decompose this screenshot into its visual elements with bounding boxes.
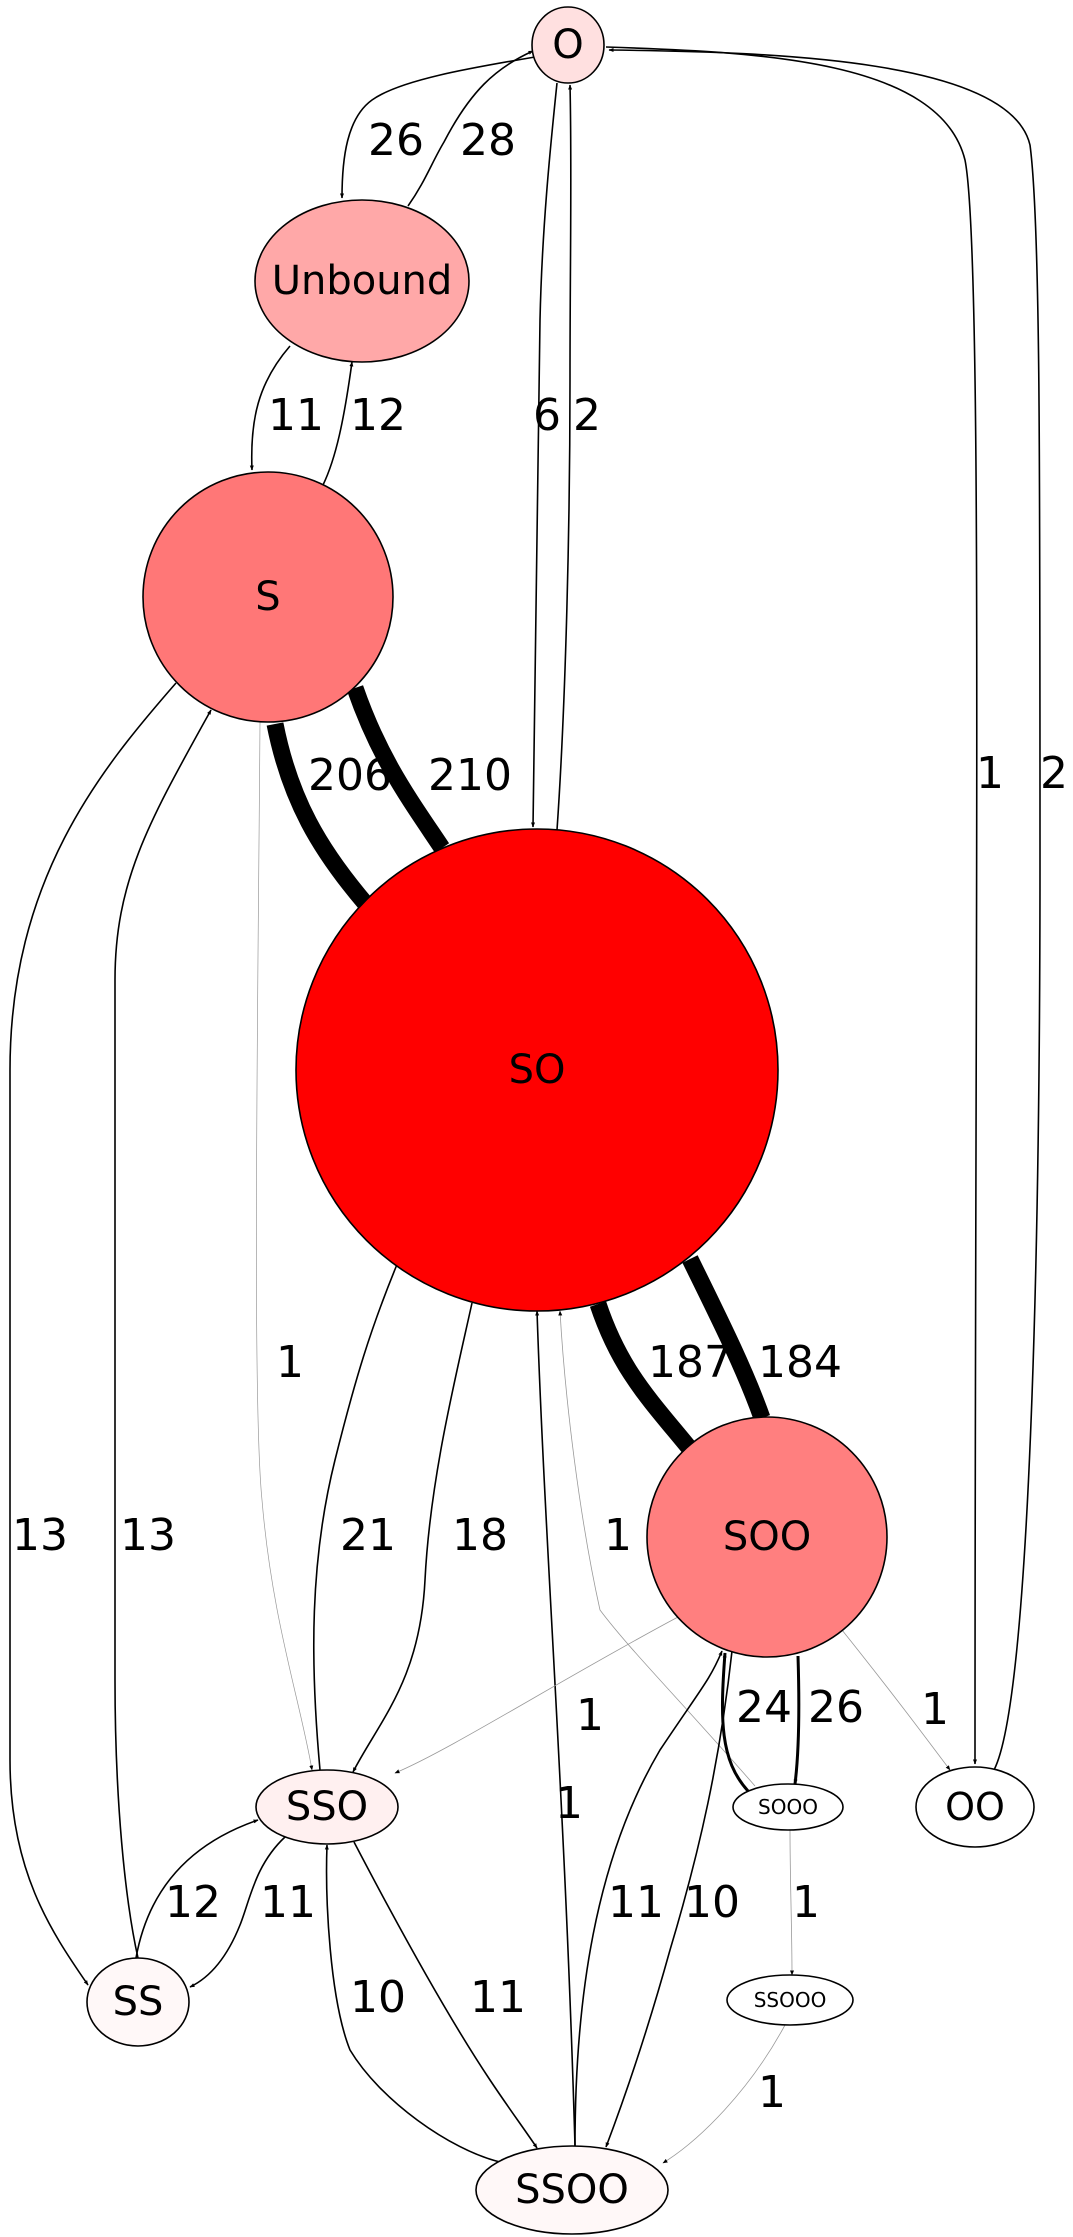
node-sooo: SOOO (732, 1783, 844, 1831)
node-label-soo: SOO (723, 1514, 811, 1560)
edge-ssoo-to-soo (574, 1650, 723, 2147)
node-shape-ssooo (726, 1974, 854, 2026)
edge-label-oo-to-o: 2 (1040, 748, 1068, 799)
edge-unbound-to-s (249, 345, 291, 471)
edge-label-sooo-to-ssooo: 1 (792, 1877, 820, 1928)
edge-soo-to-sso (394, 1616, 679, 1774)
edge-ssoo-to-sso (324, 1844, 501, 2163)
node-sso: SSO (255, 1769, 399, 1845)
node-label-so: SO (509, 1047, 566, 1093)
edge-label-o-to-so: 6 (533, 390, 561, 441)
node-label-o: O (552, 22, 583, 68)
node-shape-sso (255, 1769, 399, 1845)
edge-label-soo-to-oo: 1 (921, 1684, 949, 1735)
node-label-ssooo: SSOOO (754, 1988, 827, 2012)
edge-s-to-sso (256, 721, 314, 1771)
edge-label-s-to-so: 206 (308, 750, 392, 801)
edge-s-to-unbound (322, 361, 354, 486)
edge-so-to-sso (352, 1302, 473, 1773)
node-soo: SOO (646, 1416, 888, 1658)
edge-unbound-to-o (407, 50, 534, 207)
node-shape-so (295, 828, 779, 1312)
edge-soo-to-sooo (793, 1655, 801, 1785)
edge-label-sso-to-so: 21 (340, 1510, 396, 1561)
edge-sooo-to-soo (720, 1652, 750, 1793)
node-label-ssoo: SSOO (515, 2167, 629, 2213)
edge-ssooo-to-ssoo (662, 2024, 786, 2164)
edge-sooo-to-ssooo (789, 1829, 794, 1976)
node-shape-s (142, 471, 394, 723)
edge-so-to-s (346, 685, 450, 853)
edge-soo-to-ssoo (605, 1650, 733, 2148)
node-shape-oo (915, 1766, 1035, 1848)
node-label-oo: OO (945, 1785, 1005, 1829)
edge-label-soo-to-sso: 1 (576, 1690, 604, 1741)
edge-label-o-to-unbound: 26 (368, 115, 424, 166)
edge-label-s-to-unbound: 12 (350, 390, 406, 441)
node-label-sso: SSO (286, 1784, 368, 1830)
node-oo: OO (915, 1766, 1035, 1848)
edge-label-sso-to-ssoo: 11 (470, 1972, 526, 2023)
edge-ss-to-s (114, 709, 212, 1959)
edge-o-to-unbound (340, 56, 536, 199)
edge-label-so-to-soo: 187 (648, 1337, 732, 1388)
edges-layer (9, 46, 1041, 2164)
edge-label-s-to-sso: 1 (276, 1337, 304, 1388)
edge-label-sooo-to-so: 1 (604, 1510, 632, 1561)
node-label-ss: SS (113, 1979, 164, 2025)
node-shape-ssoo (475, 2145, 669, 2235)
node-shape-soo (646, 1416, 888, 1658)
edge-label-soo-to-ssoo: 10 (684, 1877, 740, 1928)
edge-label-o-to-oo: 1 (976, 748, 1004, 799)
edge-label-soo-to-so: 184 (758, 1337, 842, 1388)
edge-so-to-o (556, 84, 573, 831)
edge-oo-to-o (608, 48, 1041, 1771)
edge-sooo-to-so (558, 1310, 756, 1787)
node-ss: SS (86, 1957, 190, 2047)
edge-sso-to-ssoo (353, 1841, 538, 2149)
edge-s-to-so (266, 722, 372, 909)
edge-label-ssoo-to-so: 1 (555, 1778, 583, 1829)
edge-label-sooo-to-soo: 24 (736, 1682, 792, 1733)
edge-label-so-to-o: 2 (573, 390, 601, 441)
edge-label-sso-to-ss: 11 (260, 1877, 316, 1928)
node-ssooo: SSOOO (726, 1974, 854, 2026)
edge-ssoo-to-so (535, 1310, 576, 2147)
edge-label-so-to-sso: 18 (452, 1510, 508, 1561)
edge-sso-to-ss (189, 1836, 286, 1988)
node-label-sooo: SOOO (758, 1795, 818, 1819)
edge-label-ssoo-to-soo: 11 (608, 1877, 664, 1928)
edge-label-ss-to-s: 13 (120, 1510, 176, 1561)
edge-label-unbound-to-o: 28 (460, 115, 516, 166)
node-o: O (531, 6, 605, 84)
edge-label-soo-to-sooo: 26 (808, 1682, 864, 1733)
node-so: SO (295, 828, 779, 1312)
edge-s-to-ss (9, 682, 177, 1986)
edge-sso-to-so (312, 1261, 399, 1771)
edge-o-to-so (531, 82, 558, 828)
edge-soo-to-oo (841, 1629, 951, 1771)
node-label-s: S (255, 574, 280, 620)
edge-label-ssoo-to-sso: 10 (350, 1972, 406, 2023)
node-label-unbound: Unbound (272, 258, 453, 304)
edge-ss-to-sso (135, 1819, 259, 1959)
node-shape-sooo (732, 1783, 844, 1831)
node-shape-o (531, 6, 605, 84)
edge-so-to-soo (589, 1301, 697, 1455)
node-shape-unbound (254, 199, 470, 363)
node-unbound: Unbound (254, 199, 470, 363)
node-shape-ss (86, 1957, 190, 2047)
edge-label-ss-to-sso: 12 (165, 1877, 221, 1928)
node-s: S (142, 471, 394, 723)
edge-label-ssooo-to-ssoo: 1 (758, 2067, 786, 2118)
edge-soo-to-so (682, 1255, 771, 1421)
edge-label-unbound-to-s: 11 (268, 390, 324, 441)
node-ssoo: SSOO (475, 2145, 669, 2235)
edge-o-to-oo (605, 46, 978, 1765)
edge-label-so-to-s: 210 (428, 750, 512, 801)
edge-label-s-to-ss: 13 (12, 1510, 68, 1561)
